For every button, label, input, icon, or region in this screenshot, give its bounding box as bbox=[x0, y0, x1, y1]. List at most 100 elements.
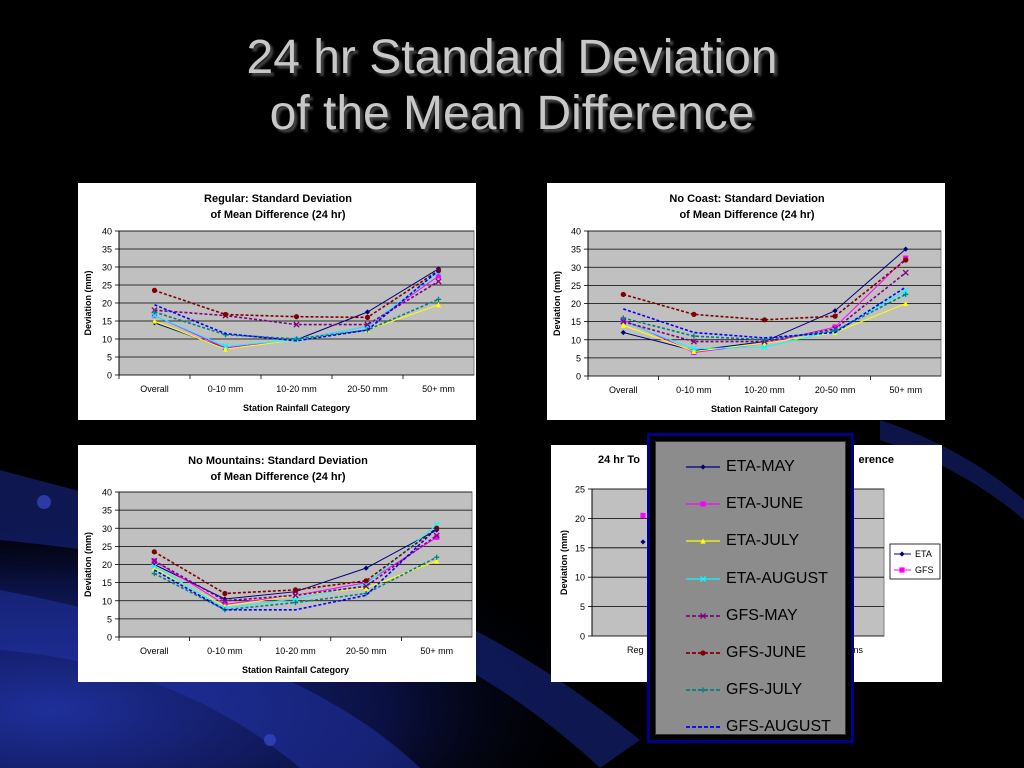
y-tick-label: 35 bbox=[102, 245, 112, 255]
series-gfs-august bbox=[623, 286, 907, 339]
y-tick-label: 20 bbox=[575, 514, 585, 524]
y-tick-label: 40 bbox=[571, 227, 581, 237]
series-line bbox=[154, 269, 440, 342]
legend-marker bbox=[899, 551, 905, 557]
legend-swatch bbox=[686, 464, 720, 470]
x-tick-label: 50+ mm bbox=[889, 385, 922, 395]
data-point bbox=[690, 338, 697, 345]
x-tick-label: 10-20 mm bbox=[275, 646, 316, 656]
data-point bbox=[221, 597, 228, 604]
data-point bbox=[620, 318, 627, 325]
y-tick-label: 35 bbox=[102, 506, 112, 516]
x-tick-label: Overall bbox=[140, 384, 169, 394]
y-tick-label: 25 bbox=[102, 281, 112, 291]
data-point bbox=[903, 300, 909, 307]
y-axis-label: Deviation (mm) bbox=[559, 530, 569, 595]
y-tick-label: 30 bbox=[102, 524, 112, 534]
chart-no-mountains: 0 5 10 15 20 25 30 35 40 Deviation (mm) No Mountai… bbox=[78, 445, 476, 682]
chart-legend bbox=[889, 543, 941, 580]
legend-item-eta-may: ETA-MAY bbox=[656, 452, 847, 482]
x-tick-label: ns bbox=[853, 645, 863, 655]
data-point bbox=[222, 346, 229, 352]
data-point bbox=[902, 269, 909, 276]
y-tick-label: 20 bbox=[102, 299, 112, 309]
chart-title: No Coast: Standard Deviation bbox=[669, 193, 825, 205]
x-tick-label: 20-50 mm bbox=[815, 385, 856, 395]
data-point bbox=[435, 296, 442, 302]
data-point bbox=[151, 549, 157, 555]
x-tick-label: Overall bbox=[140, 646, 169, 656]
series-line bbox=[623, 272, 907, 343]
data-point bbox=[292, 587, 299, 593]
legend-swatch bbox=[686, 575, 720, 582]
y-tick-label: 25 bbox=[571, 281, 581, 291]
data-point bbox=[151, 287, 158, 293]
data-point bbox=[903, 257, 909, 263]
series-line bbox=[153, 527, 438, 611]
chart-regular: 0 5 10 15 20 25 30 35 40 Deviation (mm) Regular: S… bbox=[78, 183, 476, 420]
data-point bbox=[434, 534, 440, 540]
slide-title: 24 hr Standard Deviation of the Mean Dif… bbox=[0, 30, 1024, 142]
x-tick-label: Reg bbox=[627, 645, 644, 655]
legend-marker bbox=[700, 687, 706, 693]
series-gfs-july bbox=[620, 291, 909, 343]
x-tick-label: 0-10 mm bbox=[676, 385, 712, 395]
data-point bbox=[151, 309, 158, 315]
chart-title-fragment: erence bbox=[859, 454, 894, 466]
legend-marker bbox=[700, 538, 706, 544]
x-tick-label: 50+ mm bbox=[422, 384, 455, 394]
y-tick-label: 15 bbox=[575, 543, 585, 553]
legend-label: ETA-AUGUST bbox=[726, 569, 828, 587]
slide-title-line-2: of the Mean Difference bbox=[269, 87, 755, 140]
series-line bbox=[623, 293, 907, 341]
y-tick-label: 15 bbox=[102, 317, 112, 327]
chart-subtitle: of Mean Difference (24 hr) bbox=[679, 209, 814, 221]
data-point bbox=[691, 348, 697, 354]
y-tick-label: 15 bbox=[102, 578, 112, 588]
y-tick-label: 0 bbox=[576, 372, 581, 382]
series-gfs-may bbox=[151, 532, 440, 604]
legend-marker bbox=[700, 650, 706, 656]
y-tick-label: 10 bbox=[571, 335, 581, 345]
y-tick-label: 0 bbox=[107, 371, 112, 381]
y-tick-label: 0 bbox=[580, 632, 585, 642]
legend-swatch bbox=[686, 687, 720, 693]
legend-item-gfs-may: GFS-MAY bbox=[656, 601, 847, 631]
data-point bbox=[640, 512, 646, 519]
y-axis-label: Deviation (mm) bbox=[83, 270, 93, 335]
legend-label: GFS-JULY bbox=[726, 681, 803, 699]
legend-swatch bbox=[686, 726, 720, 729]
legend-item-gfs-august: GFS-AUGUST bbox=[656, 712, 847, 742]
x-axis-label: Station Rainfall Category bbox=[242, 665, 349, 675]
x-tick-label: Overall bbox=[609, 385, 638, 395]
series-gfs-august bbox=[154, 269, 440, 342]
legend-marker bbox=[699, 575, 707, 582]
data-point bbox=[222, 311, 229, 318]
y-tick-label: 15 bbox=[571, 317, 581, 327]
legend-label: ETA-JULY bbox=[726, 532, 800, 550]
legend-swatch bbox=[686, 538, 720, 544]
y-axis-label: Deviation (mm) bbox=[83, 532, 93, 597]
data-point bbox=[434, 554, 440, 560]
data-point bbox=[761, 343, 768, 351]
legend-item-gfs-june: GFS-JUNE bbox=[656, 638, 847, 668]
legend-label: GFS-AUGUST bbox=[726, 718, 831, 736]
data-point bbox=[620, 315, 626, 321]
y-axis-label: Deviation (mm) bbox=[552, 271, 562, 336]
data-point bbox=[364, 309, 371, 315]
x-axis-label: Station Rainfall Category bbox=[243, 403, 350, 413]
y-tick-label: 20 bbox=[102, 560, 112, 570]
legend-item-eta-june: ETA-JUNE bbox=[656, 489, 847, 519]
data-point bbox=[434, 558, 440, 564]
data-point bbox=[761, 340, 768, 346]
data-point bbox=[691, 311, 697, 317]
data-point bbox=[363, 565, 369, 571]
legend-swatch bbox=[686, 650, 720, 656]
data-point bbox=[151, 570, 157, 577]
legend-label: GFS bbox=[915, 565, 934, 575]
y-tick-label: 20 bbox=[571, 299, 581, 309]
y-tick-label: 5 bbox=[107, 353, 112, 363]
data-point bbox=[151, 318, 158, 324]
x-tick-label: 0-10 mm bbox=[207, 646, 243, 656]
y-tick-label: 5 bbox=[576, 353, 581, 363]
